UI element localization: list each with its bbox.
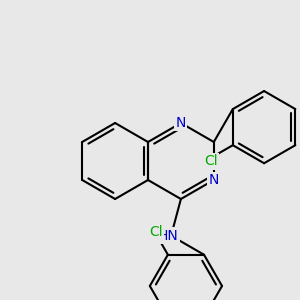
Text: Cl: Cl xyxy=(149,226,163,239)
Text: N: N xyxy=(176,116,186,130)
Text: Cl: Cl xyxy=(204,154,218,168)
Text: N: N xyxy=(208,173,219,187)
Text: HN: HN xyxy=(158,229,178,243)
